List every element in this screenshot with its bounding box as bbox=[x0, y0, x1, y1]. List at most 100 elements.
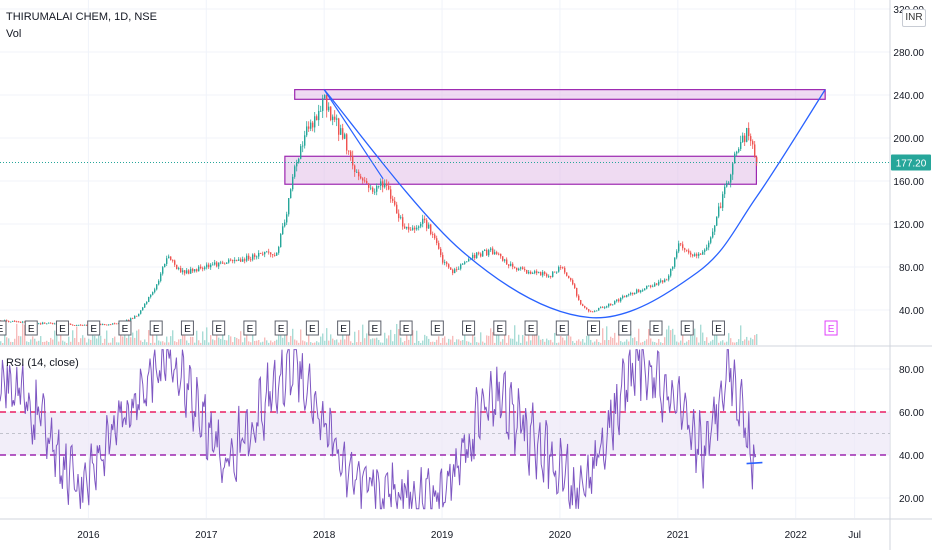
volume-bar bbox=[436, 339, 438, 345]
candle bbox=[114, 323, 116, 325]
volume-bar bbox=[624, 341, 626, 345]
candle bbox=[48, 322, 50, 324]
volume-bar bbox=[628, 341, 630, 345]
candle bbox=[288, 198, 290, 215]
volume-bar bbox=[428, 338, 430, 345]
volume-bar bbox=[554, 332, 556, 345]
candle bbox=[552, 271, 554, 277]
volume-bar bbox=[538, 335, 540, 345]
candle bbox=[156, 284, 158, 290]
candle bbox=[352, 155, 354, 166]
candle bbox=[44, 322, 46, 324]
candle bbox=[86, 324, 88, 326]
candle bbox=[136, 315, 138, 317]
time-tick-label: 2022 bbox=[785, 530, 808, 541]
volume-bar bbox=[356, 342, 358, 345]
earnings-marker-label: E bbox=[278, 324, 285, 335]
volume-bar bbox=[470, 342, 472, 345]
candle bbox=[614, 301, 616, 305]
earnings-marker-box bbox=[587, 320, 601, 336]
candle bbox=[588, 309, 590, 312]
candle bbox=[620, 298, 622, 302]
rsi-tick-label: 80.00 bbox=[899, 365, 924, 376]
volume-bar bbox=[16, 323, 18, 345]
volume-bar bbox=[314, 342, 316, 345]
volume-bar bbox=[138, 329, 140, 345]
earnings-marker-box bbox=[180, 320, 194, 336]
candle bbox=[362, 178, 364, 181]
candle bbox=[258, 252, 260, 257]
volume-bar bbox=[416, 330, 418, 345]
candle bbox=[426, 220, 428, 229]
volume-bar bbox=[636, 341, 638, 345]
volume-bar bbox=[70, 341, 72, 345]
candle bbox=[520, 267, 522, 269]
candle bbox=[510, 263, 512, 266]
volume-bar bbox=[308, 335, 310, 345]
candle bbox=[616, 299, 618, 302]
candle bbox=[750, 136, 752, 142]
volume-bar bbox=[188, 342, 190, 345]
earnings-marker-label: E bbox=[684, 324, 691, 335]
volume-bar bbox=[534, 331, 536, 345]
candle bbox=[290, 189, 292, 199]
candle bbox=[396, 204, 398, 214]
volume-bar bbox=[372, 338, 374, 345]
earnings-marker-label: E bbox=[465, 324, 472, 335]
volume-bar bbox=[494, 342, 496, 345]
volume-bar bbox=[464, 331, 466, 345]
volume-bar bbox=[576, 340, 578, 345]
volume-bar bbox=[36, 341, 38, 345]
candle bbox=[14, 320, 16, 322]
candle bbox=[80, 324, 82, 326]
price-tick-label: 80.00 bbox=[899, 263, 924, 274]
candle bbox=[164, 263, 166, 268]
volume-bar bbox=[106, 330, 108, 345]
volume-bar bbox=[368, 331, 370, 345]
volume-bar bbox=[444, 336, 446, 345]
volume-bar bbox=[722, 340, 724, 345]
candle bbox=[422, 218, 424, 224]
candle bbox=[644, 288, 646, 291]
candle bbox=[690, 252, 692, 255]
volume-bar bbox=[498, 332, 500, 345]
candle bbox=[356, 171, 358, 173]
candle bbox=[70, 324, 72, 325]
volume-bar bbox=[44, 341, 46, 345]
candle bbox=[492, 248, 494, 255]
candle bbox=[208, 264, 210, 268]
volume-bar bbox=[650, 338, 652, 345]
earnings-marker: E bbox=[680, 320, 694, 336]
candle bbox=[130, 318, 132, 321]
volume-bar bbox=[152, 333, 154, 345]
volume-bar bbox=[708, 342, 710, 345]
candle bbox=[116, 323, 118, 325]
candle bbox=[536, 271, 538, 274]
volume-bar bbox=[120, 330, 122, 345]
currency-badge[interactable]: INR bbox=[902, 9, 926, 27]
earnings-marker-box bbox=[87, 320, 101, 336]
volume-bar bbox=[686, 341, 688, 345]
candle bbox=[490, 248, 492, 251]
candle bbox=[210, 264, 212, 268]
volume-bar bbox=[310, 342, 312, 345]
candle bbox=[560, 266, 562, 268]
candle bbox=[322, 98, 324, 111]
rsi-line bbox=[0, 349, 757, 510]
volume-bar bbox=[620, 341, 622, 345]
price-tick-label: 160.00 bbox=[893, 177, 924, 188]
volume-bar bbox=[420, 342, 422, 345]
candle bbox=[140, 310, 142, 314]
candle bbox=[254, 254, 256, 257]
volume-bar bbox=[256, 340, 258, 345]
volume-bar bbox=[210, 335, 212, 345]
volume-bar bbox=[616, 342, 618, 345]
volume-bar bbox=[54, 330, 56, 345]
volume-bar bbox=[90, 339, 92, 345]
candle bbox=[382, 181, 384, 188]
volume-bar bbox=[560, 335, 562, 345]
volume-bar bbox=[0, 341, 2, 345]
candle bbox=[642, 290, 644, 292]
volume-bar bbox=[514, 325, 516, 345]
